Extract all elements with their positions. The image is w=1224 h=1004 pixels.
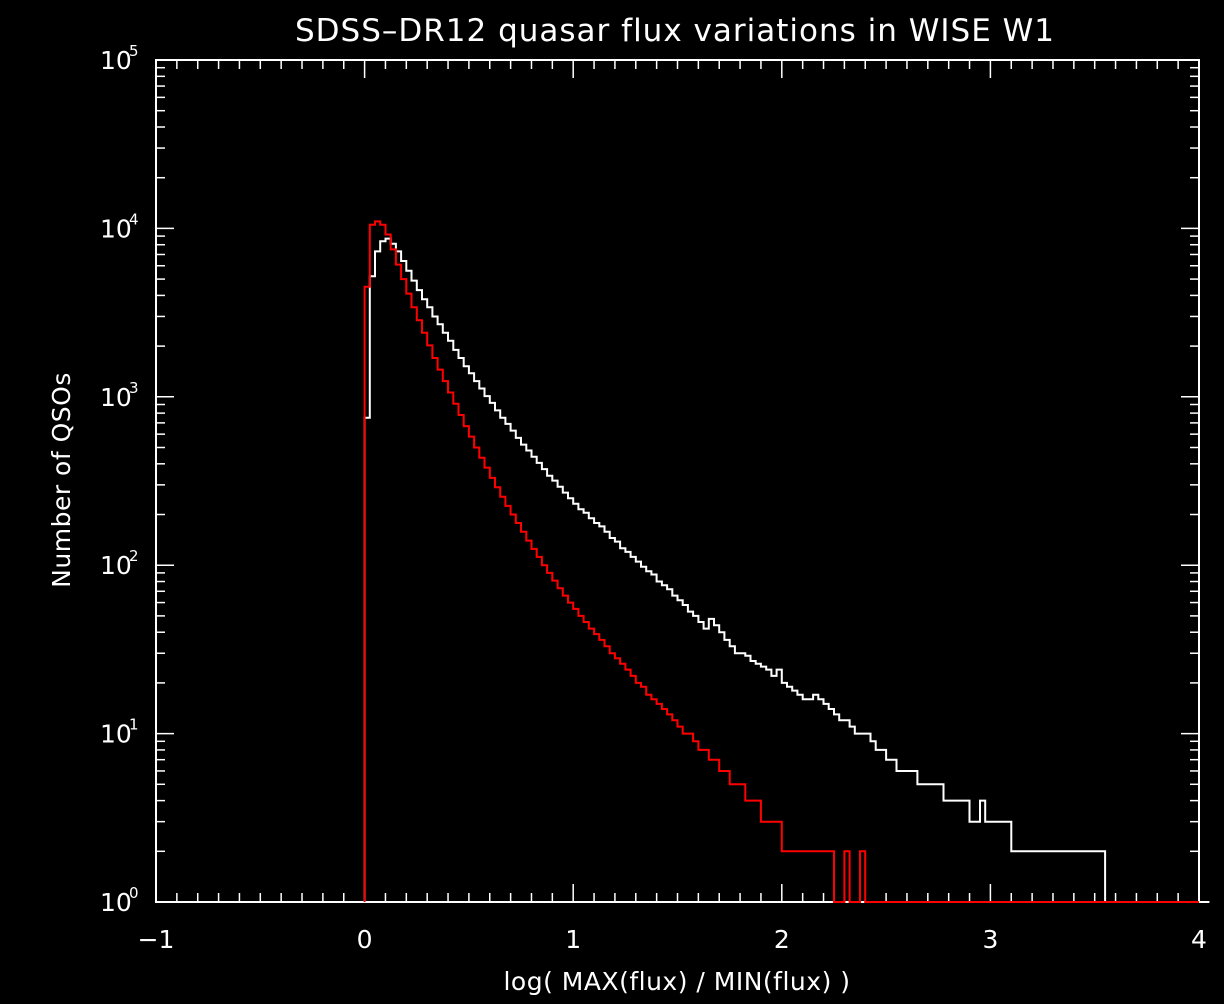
y-tick-label: 10 xyxy=(100,46,132,75)
y-axis-label: Number of QSOs xyxy=(47,372,76,588)
x-tick-label: 1 xyxy=(565,925,581,954)
y-tick-exponent: 4 xyxy=(129,210,139,228)
x-tick-label: 3 xyxy=(982,925,998,954)
y-tick-label: 10 xyxy=(100,383,132,412)
x-tick-label: 4 xyxy=(1191,925,1207,954)
x-tick-label: 2 xyxy=(774,925,790,954)
y-tick-exponent: 3 xyxy=(129,379,139,397)
plot-frame xyxy=(155,59,1200,903)
histogram-series-2 xyxy=(363,220,1199,903)
y-tick-label: 10 xyxy=(100,551,132,580)
y-tick-exponent: 0 xyxy=(129,884,139,902)
x-axis-label: log( MAX(flux) / MIN(flux) ) xyxy=(503,967,850,996)
x-tick-label: −1 xyxy=(138,925,175,954)
y-tick-exponent: 5 xyxy=(129,42,139,60)
y-tick-label: 10 xyxy=(100,888,132,917)
histogram-series-1 xyxy=(363,237,1210,903)
chart-title: SDSS–DR12 quasar flux variations in WISE… xyxy=(295,13,1055,49)
y-tick-label: 10 xyxy=(100,214,132,243)
y-tick-exponent: 2 xyxy=(129,547,139,565)
y-tick-label: 10 xyxy=(100,720,132,749)
x-tick-label: 0 xyxy=(357,925,373,954)
y-tick-exponent: 1 xyxy=(129,716,139,734)
